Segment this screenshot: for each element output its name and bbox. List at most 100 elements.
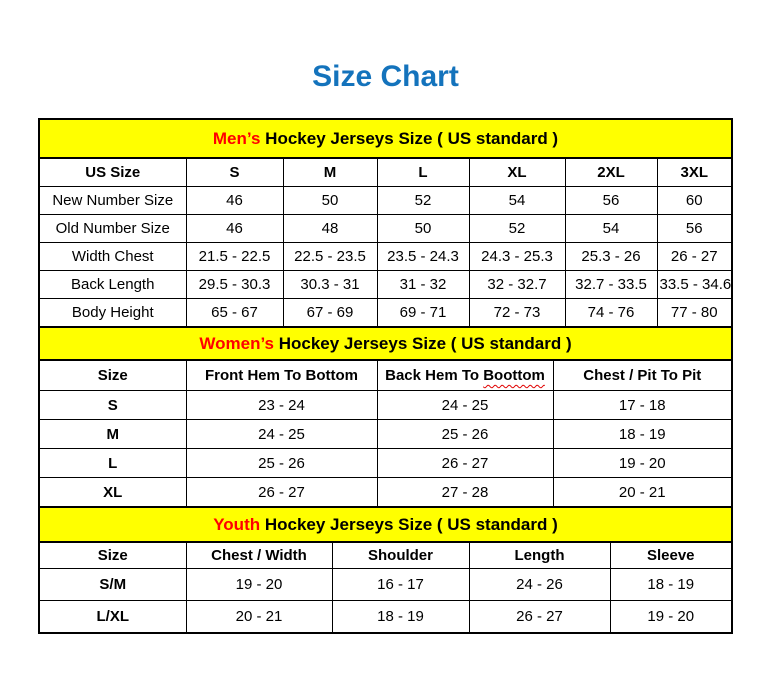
size-cell: 67 - 69: [282, 298, 378, 328]
mens-section-header-row: Men’s Hockey Jerseys Size ( US standard …: [38, 118, 733, 159]
size-cell: 24 - 25: [376, 390, 554, 420]
size-cell: 18 - 19: [552, 419, 733, 449]
size-cell: 26 - 27: [468, 600, 611, 634]
size-cell: 23.5 - 24.3: [376, 242, 470, 271]
row-label: S/M: [38, 568, 187, 601]
size-cell: 25.3 - 26: [564, 242, 658, 271]
size-cell: 52: [376, 186, 470, 215]
row-label: Back Length: [38, 270, 187, 299]
size-cell: 33.5 - 34.6: [656, 270, 733, 299]
col-header: Front Hem To Bottom: [185, 359, 378, 391]
size-cell: 48: [282, 214, 378, 243]
mens-section-title: Hockey Jerseys Size ( US standard ): [265, 128, 559, 148]
col-header: M: [282, 157, 378, 187]
size-cell: 72 - 73: [468, 298, 566, 328]
size-cell: 46: [185, 214, 284, 243]
col-header: XL: [468, 157, 566, 187]
col-header: Shoulder: [331, 541, 470, 569]
size-cell: 23 - 24: [185, 390, 378, 420]
size-cell: 18 - 19: [609, 568, 733, 601]
mens-column-header-row: US Size S M L XL 2XL 3XL: [38, 157, 733, 187]
size-cell: 30.3 - 31: [282, 270, 378, 299]
size-cell: 24 - 25: [185, 419, 378, 449]
size-cell: 69 - 71: [376, 298, 470, 328]
size-cell: 20 - 21: [552, 477, 733, 508]
womens-section-header-row: Women’s Hockey Jerseys Size ( US standar…: [37, 326, 734, 361]
youth-column-header-row: Size Chest / Width Shoulder Length Sleev…: [38, 541, 733, 569]
size-cell: 24 - 26: [468, 568, 611, 601]
table-row: Body Height 65 - 67 67 - 69 69 - 71 72 -…: [38, 298, 733, 328]
row-label: L: [38, 448, 187, 478]
youth-size-table: Youth Hockey Jerseys Size ( US standard …: [37, 506, 734, 634]
womens-section-highlight: Women’s: [199, 333, 274, 353]
size-cell: 50: [376, 214, 470, 243]
col-header: 2XL: [564, 157, 658, 187]
size-cell: 25 - 26: [185, 448, 378, 478]
col-header-text: Back Hem To: [385, 367, 480, 384]
col-header: Chest / Pit To Pit: [552, 359, 733, 391]
size-cell: 56: [656, 214, 733, 243]
size-cell: 27 - 28: [376, 477, 554, 508]
table-row: Width Chest 21.5 - 22.5 22.5 - 23.5 23.5…: [38, 242, 733, 271]
table-row: S/M 19 - 20 16 - 17 24 - 26 18 - 19: [38, 568, 733, 601]
size-cell: 19 - 20: [552, 448, 733, 478]
size-cell: 50: [282, 186, 378, 215]
size-cell: 77 - 80: [656, 298, 733, 328]
table-row: L 25 - 26 26 - 27 19 - 20: [38, 448, 733, 478]
row-label: S: [38, 390, 187, 420]
size-cell: 19 - 20: [609, 600, 733, 634]
size-cell: 26 - 27: [656, 242, 733, 271]
size-cell: 22.5 - 23.5: [282, 242, 378, 271]
table-row: XL 26 - 27 27 - 28 20 - 21: [38, 477, 733, 508]
mens-section-header: Men’s Hockey Jerseys Size ( US standard …: [38, 118, 733, 159]
size-cell: 25 - 26: [376, 419, 554, 449]
row-label: Body Height: [38, 298, 187, 328]
size-cell: 21.5 - 22.5: [185, 242, 284, 271]
row-label: XL: [38, 477, 187, 508]
table-row: New Number Size 46 50 52 54 56 60: [38, 186, 733, 215]
womens-section-title: Hockey Jerseys Size ( US standard ): [278, 333, 572, 353]
size-cell: 60: [656, 186, 733, 215]
col-header: Length: [468, 541, 611, 569]
size-cell: 56: [564, 186, 658, 215]
col-header: US Size: [38, 157, 187, 187]
row-label: M: [38, 419, 187, 449]
misspelled-word-spellcheck: Boottom: [483, 367, 545, 384]
womens-column-header-row: Size Front Hem To Bottom Back Hem To Boo…: [38, 359, 733, 391]
table-row: Back Length 29.5 - 30.3 30.3 - 31 31 - 3…: [38, 270, 733, 299]
size-cell: 52: [468, 214, 566, 243]
col-header: Sleeve: [609, 541, 733, 569]
size-cell: 32.7 - 33.5: [564, 270, 658, 299]
mens-section-highlight: Men’s: [212, 128, 261, 148]
size-cell: 65 - 67: [185, 298, 284, 328]
size-cell: 26 - 27: [376, 448, 554, 478]
size-cell: 74 - 76: [564, 298, 658, 328]
row-label: Width Chest: [38, 242, 187, 271]
size-cell: 18 - 19: [331, 600, 470, 634]
col-header: Back Hem To Boottom: [376, 359, 554, 391]
col-header: Chest / Width: [185, 541, 333, 569]
table-row: S 23 - 24 24 - 25 17 - 18: [38, 390, 733, 420]
row-label: L/XL: [38, 600, 187, 634]
col-header: S: [185, 157, 284, 187]
size-cell: 46: [185, 186, 284, 215]
size-cell: 24.3 - 25.3: [468, 242, 566, 271]
size-cell: 54: [564, 214, 658, 243]
womens-size-table: Women’s Hockey Jerseys Size ( US standar…: [37, 326, 734, 508]
size-cell: 19 - 20: [185, 568, 333, 601]
youth-section-title: Hockey Jerseys Size ( US standard ): [264, 514, 558, 534]
table-row: Old Number Size 46 48 50 52 54 56: [38, 214, 733, 243]
table-row: L/XL 20 - 21 18 - 19 26 - 27 19 - 20: [38, 600, 733, 634]
page-title: Size Chart: [312, 60, 459, 93]
row-label: New Number Size: [38, 186, 187, 215]
table-row: M 24 - 25 25 - 26 18 - 19: [38, 419, 733, 449]
col-header: L: [376, 157, 470, 187]
row-label: Old Number Size: [38, 214, 187, 243]
size-cell: 16 - 17: [331, 568, 470, 601]
size-tables-container: Men’s Hockey Jerseys Size ( US standard …: [37, 118, 734, 634]
youth-section-header: Youth Hockey Jerseys Size ( US standard …: [37, 506, 734, 543]
col-header: Size: [38, 359, 187, 391]
size-cell: 54: [468, 186, 566, 215]
youth-section-header-row: Youth Hockey Jerseys Size ( US standard …: [37, 506, 734, 543]
